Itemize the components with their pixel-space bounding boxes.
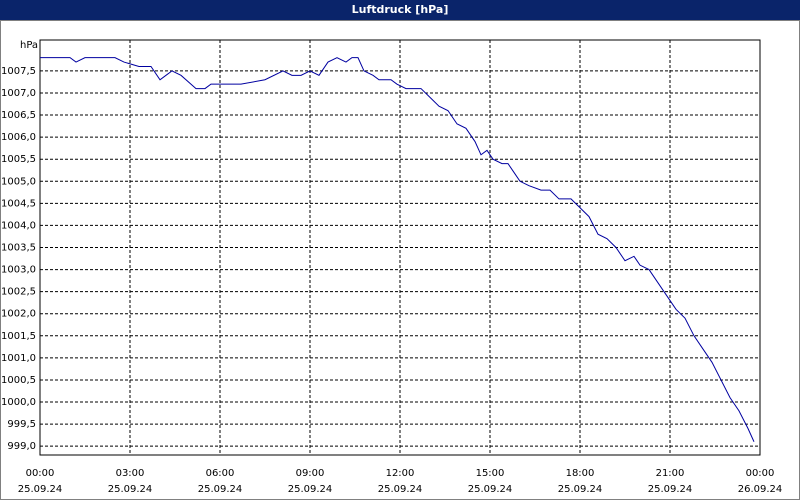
y-tick-label: 1007,5 [1,66,36,77]
x-tick-date: 25.09.24 [648,484,693,495]
y-tick-label: 1004,0 [1,220,36,231]
x-tick-label: 03:00 [116,468,145,479]
x-tick-date: 25.09.24 [198,484,243,495]
y-tick-label: 1005,0 [1,176,36,187]
y-tick-label: 1007,0 [1,88,36,99]
x-tick-label: 00:00 [746,468,775,479]
y-tick-label: 1002,5 [1,287,36,298]
y-tick-label: 1006,5 [1,110,36,121]
x-tick-date: 26.09.24 [738,484,783,495]
x-tick-date: 25.09.24 [108,484,153,495]
y-unit: hPa [20,40,38,51]
y-tick-label: 1002,0 [1,309,36,320]
line [40,57,755,442]
y-tick-label: 1000,5 [1,375,36,386]
y-tick-label: 1003,5 [1,243,36,254]
x-tick-label: 21:00 [656,468,685,479]
x-tick-label: 09:00 [296,468,325,479]
x-tick-date: 25.09.24 [18,484,63,495]
x-tick-label: 00:00 [26,468,55,479]
y-tick-label: 999,0 [7,441,36,452]
title-bar: Luftdruck [hPa] [0,0,800,20]
x-tick-date: 25.09.24 [558,484,603,495]
y-tick-label: 1006,0 [1,132,36,143]
x-tick-label: 18:00 [566,468,595,479]
y-tick-label: 1004,5 [1,198,36,209]
y-tick-label: 1001,0 [1,353,36,364]
x-tick-date: 25.09.24 [468,484,513,495]
y-tick-label: 1003,0 [1,265,36,276]
x-tick-label: 15:00 [476,468,505,479]
x-tick-label: 06:00 [206,468,235,479]
x-tick-date: 25.09.24 [378,484,423,495]
y-tick-label: 1001,5 [1,331,36,342]
y-tick-label: 999,5 [7,419,36,430]
x-tick-date: 25.09.24 [288,484,333,495]
y-tick-label: 1000,0 [1,397,36,408]
x-tick-label: 12:00 [386,468,415,479]
y-tick-label: 1005,5 [1,154,36,165]
